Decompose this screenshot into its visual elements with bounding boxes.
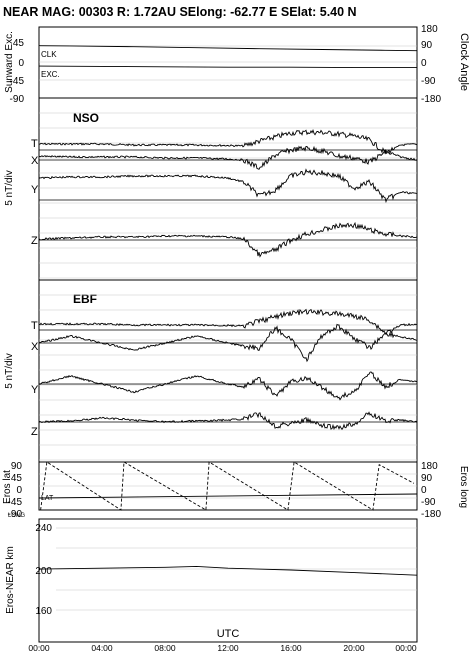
nso-series-label-x: X: [31, 155, 39, 167]
series-trace-t: [38, 308, 418, 336]
eros-left-tick: 45: [11, 473, 23, 484]
eros-lat-axis-label: Eros lat: [2, 470, 13, 504]
x-tick-label: 00:00: [28, 643, 50, 653]
clk-series-label: CLK: [41, 50, 57, 59]
range-tick: 240: [35, 523, 52, 534]
eros-near-km-line: [38, 565, 418, 576]
eros-y-ticks-right: 180 90 0 -90 -180: [421, 461, 441, 520]
nso-panel-title: NSO: [73, 111, 99, 125]
eros-right-tick: 180: [421, 461, 438, 472]
nso-series-label-z: Z: [31, 235, 38, 247]
series-trace-x: [38, 145, 418, 170]
exc-series-label: EXC.: [41, 70, 60, 79]
eros-long-line: [40, 461, 415, 511]
series-trace-x: [38, 323, 418, 363]
x-axis-label: UTC: [217, 628, 240, 640]
eros-right-tick: 0: [421, 485, 427, 496]
series-trace-z: [38, 411, 418, 431]
ebf-series-label-y: Y: [31, 384, 39, 396]
range-tick: 200: [35, 566, 52, 577]
long-series-label: LONG: [8, 513, 25, 519]
angles-y-ticks-left: 45 0 -45 -90: [10, 38, 25, 105]
ebf-series-label-t: T: [31, 320, 38, 332]
angles-left-tick: 0: [18, 58, 24, 69]
x-tick-label: 08:00: [154, 643, 176, 653]
eros-y-ticks-left: 90 45 0 -45 -90: [8, 461, 23, 520]
angles-right-tick: 0: [421, 58, 427, 69]
lat-series-label: LAT: [41, 495, 54, 502]
angles-left-tick: -45: [10, 76, 25, 87]
angles-left-tick: -90: [10, 94, 25, 105]
eros-right-tick: 90: [421, 473, 433, 484]
panel-nso: NSO 5 nT/div T X Y Z: [4, 97, 418, 281]
eros-long-axis-label: Eros long: [458, 466, 469, 508]
ebf-series-label-z: Z: [31, 426, 38, 438]
panel-eros: 90 45 0 -45 -90 180 90 0 -90 -180 Eros l…: [2, 461, 469, 520]
eros-right-tick: -180: [421, 509, 441, 520]
nso-series-label-y: Y: [31, 184, 39, 196]
nso-series-label-t: T: [31, 138, 38, 150]
angles-right-tick: 180: [421, 24, 438, 35]
range-tick: 160: [35, 606, 52, 617]
angles-series-line-exc: [38, 65, 417, 69]
angles-right-tick: -90: [421, 76, 436, 87]
eros-left-tick: 0: [16, 485, 22, 496]
eros-left-tick: 90: [11, 461, 23, 472]
x-tick-label: 00:00: [395, 643, 417, 653]
eros-left-tick: -90: [8, 509, 23, 520]
clock-angle-axis-label: Clock Angle: [458, 33, 470, 91]
ebf-series-label-x: X: [31, 341, 39, 353]
range-y-ticks: 240 200 160: [35, 523, 52, 617]
eros-right-tick: -90: [421, 497, 436, 508]
angles-y-ticks-right: 180 90 0 -90 -180: [421, 24, 441, 105]
series-trace-y: [38, 371, 418, 401]
x-tick-label: 16:00: [280, 643, 302, 653]
chart-title: NEAR MAG: 00303 R: 1.72AU SElong: -62.77…: [3, 5, 357, 19]
angles-right-tick: -180: [421, 94, 441, 105]
panel-range: 240 200 160 Eros-NEAR km: [5, 518, 418, 643]
x-tick-label: 20:00: [343, 643, 365, 653]
angles-series-line-clk: [38, 45, 418, 52]
sunward-exc-axis-label: Sunward Exc.: [4, 31, 15, 93]
x-tick-label: 04:00: [91, 643, 113, 653]
panel-ebf: EBF 5 nT/div T X Y Z: [4, 279, 418, 463]
eros-lat-line: [38, 493, 418, 499]
x-axis: 00:00 04:00 08:00 12:00 16:00 20:00 00:0…: [28, 628, 417, 653]
x-tick-label: 12:00: [217, 643, 239, 653]
series-trace-z: [38, 221, 418, 258]
series-trace-t: [38, 129, 418, 155]
panel-angles: 45 0 -45 -90 180 90 0 -90 -180 Sunward E…: [4, 24, 470, 105]
eros-left-tick: -45: [8, 497, 23, 508]
nso-axis-label: 5 nT/div: [4, 170, 15, 206]
ebf-panel-title: EBF: [73, 292, 97, 306]
ebf-axis-label: 5 nT/div: [4, 353, 15, 389]
eros-near-km-axis-label: Eros-NEAR km: [5, 546, 16, 614]
angles-left-tick: 45: [13, 38, 25, 49]
angles-right-tick: 90: [421, 40, 433, 51]
series-trace-y: [38, 168, 418, 204]
